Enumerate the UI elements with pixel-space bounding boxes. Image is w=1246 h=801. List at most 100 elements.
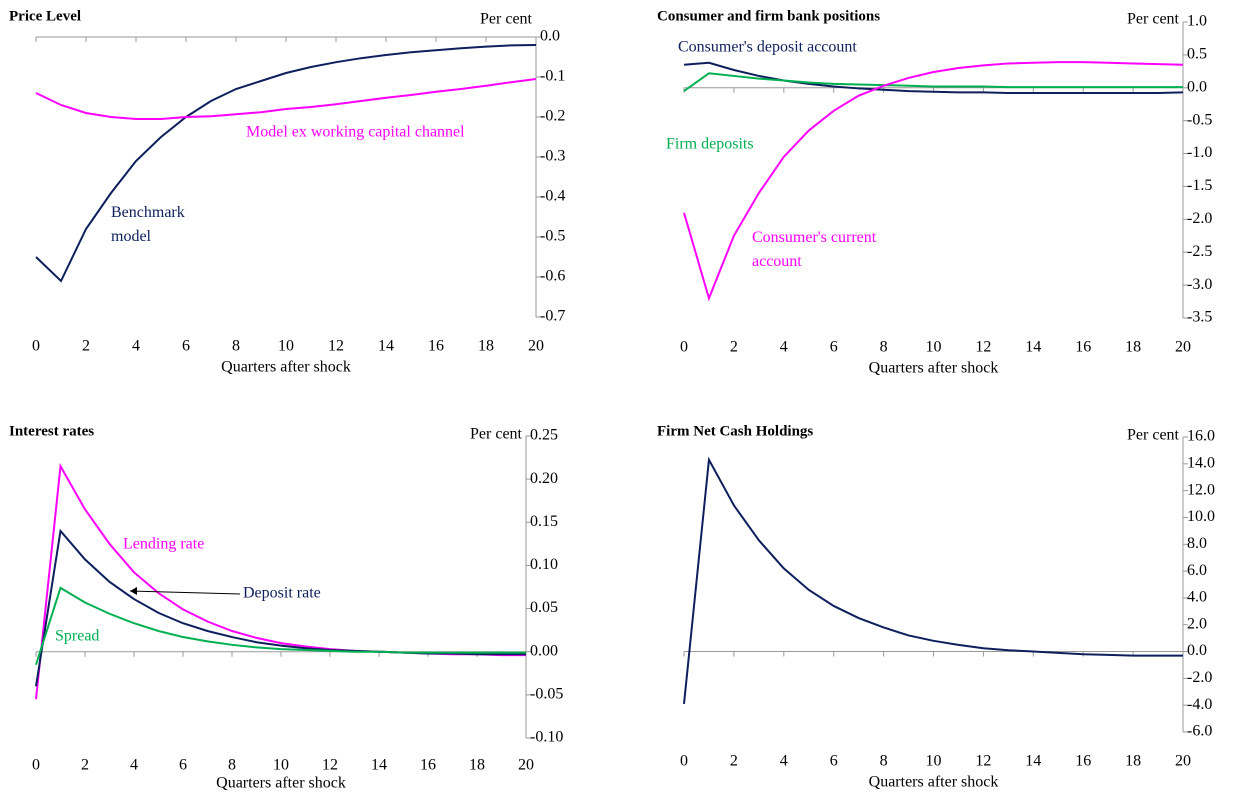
y-tick-label: -0.7 [540,308,565,325]
y-tick-label: 0.15 [530,513,558,530]
series-label: Consumer's current account [752,229,880,270]
x-tick-label: 18 [478,338,494,355]
x-tick-label: 10 [273,757,289,774]
y-tick-label: 0.00 [530,642,558,659]
y-tick-label: 0.0 [1187,642,1207,659]
x-tick-label: 16 [428,338,444,355]
y-tick-label: 0.05 [530,599,558,616]
series-line [35,44,537,283]
x-tick-label: 0 [680,753,688,770]
label-line: model [111,228,152,245]
y-tick-label: 0.10 [530,556,558,573]
x-tick-label: 16 [1075,753,1091,770]
label-line: account [752,253,802,270]
y-tick-label: -3.0 [1187,276,1212,293]
y-tick-label: 16.0 [1187,428,1215,445]
x-tick-label: 6 [830,339,838,356]
series-line [683,72,1183,92]
x-tick-label: 0 [680,339,688,356]
y-unit-label: Per cent [480,11,533,28]
y-tick-label: 2.0 [1187,615,1207,632]
y-unit-label: Per cent [470,426,523,443]
series-line [683,61,1184,95]
series-label: Benchmark model [111,204,189,245]
y-tick-label: 0.0 [540,28,560,45]
x-tick-label: 8 [880,753,888,770]
y-tick-label: -3.5 [1187,309,1212,326]
series-label: Firm deposits [666,136,754,153]
x-tick-label: 18 [1125,339,1141,356]
x-axis-label: Quarters after shock [869,774,999,791]
y-unit-label: Per cent [1127,427,1180,444]
y-tick-label: -0.10 [530,729,563,746]
series-line [683,61,1184,302]
series-label: Spread [55,628,99,645]
x-axis-label: Quarters after shock [869,360,999,377]
x-tick-label: 6 [182,338,190,355]
y-tick-label: -4.0 [1187,696,1212,713]
y-tick-label: 0.5 [1187,46,1207,63]
y-tick-label: -0.3 [540,148,565,165]
series-label: Lending rate [123,536,204,553]
x-tick-label: 20 [528,338,544,355]
series-label: Deposit rate [243,585,321,602]
x-tick-label: 16 [1075,339,1091,356]
x-tick-label: 20 [1175,339,1191,356]
series-line [35,586,526,665]
y-tick-label: -6.0 [1187,723,1212,740]
y-tick-label: 0.20 [530,470,558,487]
x-tick-label: 14 [378,338,394,355]
y-tick-label: 8.0 [1187,535,1207,552]
label-line: Consumer's current [752,229,880,246]
y-tick-label: -2.5 [1187,243,1212,260]
x-tick-label: 2 [81,757,89,774]
y-tick-label: -0.5 [540,228,565,245]
x-tick-label: 10 [278,338,294,355]
y-tick-label: -0.5 [1187,111,1212,128]
x-tick-label: 8 [232,338,240,355]
y-tick-label: -2.0 [1187,210,1212,227]
chart-title: Interest rates [9,423,94,439]
x-tick-label: 10 [926,339,942,356]
x-tick-label: 20 [1175,753,1191,770]
y-tick-label: -0.2 [540,108,565,125]
y-unit-label: Per cent [1127,11,1180,28]
x-tick-label: 2 [730,339,738,356]
x-tick-label: 12 [975,339,991,356]
chart-title: Consumer and firm bank positions [657,8,880,24]
x-tick-label: 4 [130,757,138,774]
x-tick-label: 6 [179,757,187,774]
y-tick-label: 12.0 [1187,481,1215,498]
x-tick-label: 10 [926,753,942,770]
y-tick-label: -0.6 [540,268,565,285]
x-tick-label: 14 [1025,753,1041,770]
x-tick-label: 6 [830,753,838,770]
y-tick-label: -0.05 [530,686,563,703]
x-tick-label: 2 [730,753,738,770]
x-tick-label: 18 [469,757,485,774]
y-tick-label: -2.0 [1187,669,1212,686]
x-tick-label: 4 [132,338,140,355]
y-tick-label: 6.0 [1187,562,1207,579]
series-line [35,78,537,120]
x-axis-label: Quarters after shock [221,359,351,376]
y-tick-label: 1.0 [1187,13,1207,30]
x-axis-label: Quarters after shock [216,775,346,792]
x-tick-label: 14 [371,757,387,774]
chart-title: Firm Net Cash Holdings [657,423,813,439]
label-line: Benchmark [111,204,189,221]
series-line [35,528,526,687]
x-tick-label: 20 [518,757,534,774]
x-tick-label: 18 [1125,753,1141,770]
y-tick-label: -0.4 [540,188,565,205]
x-tick-label: 2 [82,338,90,355]
y-tick-label: 10.0 [1187,508,1215,525]
series-line [683,456,1183,704]
chart-title: Price Level [9,8,81,24]
x-tick-label: 16 [420,757,436,774]
x-tick-label: 4 [780,339,788,356]
x-tick-label: 12 [975,753,991,770]
y-tick-label: 14.0 [1187,454,1215,471]
y-tick-label: -1.5 [1187,177,1212,194]
